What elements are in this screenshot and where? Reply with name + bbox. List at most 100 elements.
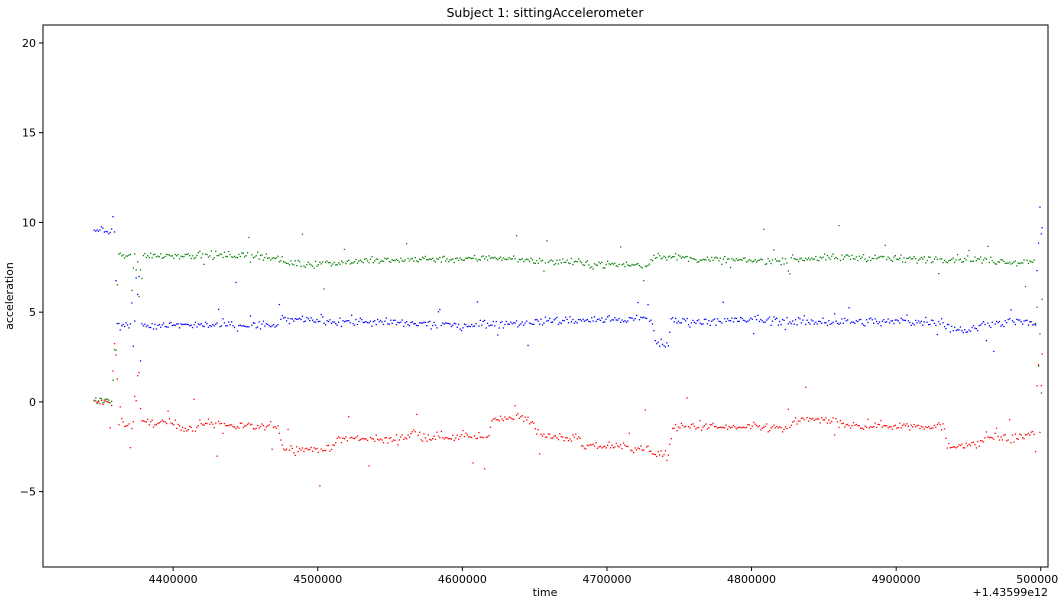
data-point xyxy=(307,449,309,451)
data-point xyxy=(809,417,811,419)
data-point xyxy=(244,256,246,258)
data-point xyxy=(687,426,690,428)
data-point xyxy=(160,326,162,328)
data-point xyxy=(479,259,481,261)
data-point xyxy=(450,259,453,261)
data-point xyxy=(738,259,740,261)
data-point xyxy=(781,318,784,321)
data-point xyxy=(293,264,295,266)
data-point xyxy=(913,324,915,326)
data-point xyxy=(288,264,291,266)
data-point xyxy=(285,448,288,450)
data-point xyxy=(469,436,471,438)
data-point xyxy=(232,256,234,259)
data-point xyxy=(144,252,146,255)
data-point xyxy=(604,267,606,269)
data-point xyxy=(575,433,577,435)
data-point xyxy=(696,427,698,429)
data-point xyxy=(667,345,669,347)
data-point xyxy=(317,321,319,323)
data-point xyxy=(702,426,704,428)
data-point xyxy=(576,322,578,324)
data-point xyxy=(197,252,199,254)
data-point xyxy=(634,264,636,266)
data-point xyxy=(994,263,996,265)
data-point xyxy=(806,319,808,321)
data-point xyxy=(656,455,658,458)
data-point xyxy=(541,435,544,437)
data-point xyxy=(865,319,868,321)
data-point xyxy=(751,425,753,427)
data-point xyxy=(125,255,127,257)
data-point xyxy=(942,423,944,425)
data-point xyxy=(365,438,367,440)
data-point xyxy=(190,257,192,260)
data-point xyxy=(849,427,852,429)
data-point xyxy=(919,322,921,324)
data-point xyxy=(163,322,165,324)
data-point xyxy=(184,323,186,325)
data-point xyxy=(258,427,260,429)
data-point xyxy=(368,262,370,264)
data-point xyxy=(776,317,778,319)
data-point xyxy=(601,447,603,449)
data-point xyxy=(200,422,202,425)
data-point xyxy=(852,321,855,323)
data-point xyxy=(340,325,343,328)
data-point xyxy=(212,258,214,260)
data-point xyxy=(267,425,269,427)
data-point xyxy=(222,432,224,434)
data-point xyxy=(673,427,675,429)
data-point xyxy=(514,322,516,324)
data-point xyxy=(494,417,496,419)
data-point xyxy=(184,427,186,430)
data-point xyxy=(335,442,337,444)
data-point xyxy=(767,318,769,320)
data-point xyxy=(753,260,755,262)
data-point xyxy=(722,426,724,428)
data-point xyxy=(605,263,607,266)
data-point xyxy=(831,322,833,325)
data-point xyxy=(657,450,659,453)
data-point xyxy=(298,317,301,320)
data-point xyxy=(754,423,756,425)
data-point xyxy=(355,436,357,439)
data-point xyxy=(513,418,515,420)
data-point xyxy=(728,320,730,322)
data-point xyxy=(465,257,467,259)
data-point xyxy=(268,257,270,259)
data-point xyxy=(366,439,369,442)
data-point xyxy=(504,416,506,418)
data-point xyxy=(878,321,881,323)
data-point xyxy=(919,258,921,260)
data-point xyxy=(210,250,212,252)
data-point xyxy=(202,325,204,327)
data-point xyxy=(828,320,830,322)
data-point xyxy=(928,256,930,258)
data-point xyxy=(238,324,240,327)
data-point xyxy=(881,320,883,322)
data-point xyxy=(826,324,829,327)
data-point xyxy=(958,444,960,446)
data-point xyxy=(1033,259,1035,261)
data-point xyxy=(290,318,292,320)
data-point xyxy=(142,325,145,327)
data-point xyxy=(663,255,665,257)
data-point xyxy=(794,258,797,260)
data-point xyxy=(285,262,288,265)
data-point xyxy=(961,261,963,263)
data-point xyxy=(585,448,587,450)
data-point xyxy=(378,321,380,323)
data-point xyxy=(202,424,204,426)
data-point xyxy=(400,321,402,323)
data-point xyxy=(193,257,195,260)
data-point xyxy=(1026,259,1028,261)
data-point xyxy=(894,424,896,426)
data-point xyxy=(498,257,500,259)
data-point xyxy=(679,322,681,324)
data-point xyxy=(403,260,405,263)
data-point xyxy=(167,410,169,412)
data-point xyxy=(366,260,369,262)
data-point xyxy=(969,330,972,332)
data-point xyxy=(171,423,173,425)
